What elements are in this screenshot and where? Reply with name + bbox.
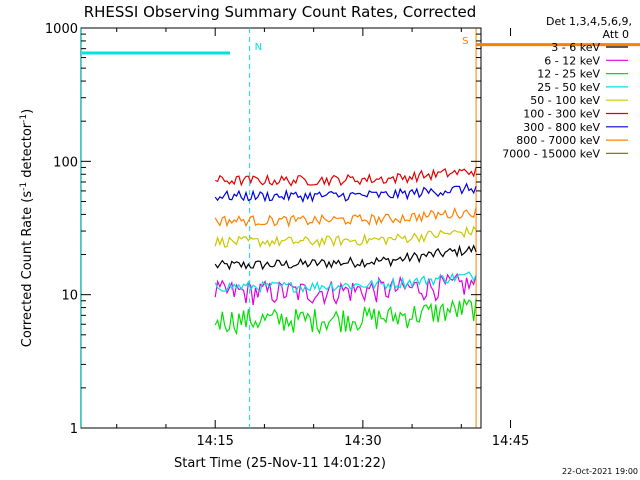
- x-tick-label: 14:30: [344, 434, 381, 449]
- series-line-2-segment-1: [214, 297, 477, 336]
- chart-title: RHESSI Observing Summary Count Rates, Co…: [84, 3, 477, 21]
- y-tick-label: 1: [70, 422, 78, 437]
- series-line-4-segment-1: [214, 225, 477, 249]
- x-axis-label: Start Time (25-Nov-11 14:01:22): [174, 456, 386, 471]
- legend-label-7: 800 - 7000 keV: [516, 134, 600, 147]
- legend-label-2: 12 - 25 keV: [537, 68, 600, 81]
- y-tick-label: 1000: [45, 22, 78, 37]
- y-tick-label: 100: [53, 155, 78, 170]
- legend-label-4: 50 - 100 keV: [530, 94, 600, 107]
- legend-label-0: 3 - 6 keV: [551, 41, 600, 54]
- legend-label-3: 25 - 50 keV: [537, 81, 600, 94]
- series-group: [214, 166, 477, 336]
- footer-timestamp: 22-Oct-2021 19:00: [562, 467, 638, 476]
- legend-label-6: 300 - 800 keV: [523, 121, 600, 134]
- plot-frame: [80, 27, 482, 429]
- legend-label-5: 100 - 300 keV: [523, 108, 600, 121]
- series-line-5-segment-1: [214, 166, 477, 187]
- x-tick-label: 14:15: [196, 434, 233, 449]
- status-flags: NS: [80, 28, 640, 428]
- series-line-1-segment-1: [214, 272, 477, 306]
- legend-label-1: 6 - 12 keV: [544, 54, 600, 67]
- plot-border: [80, 27, 482, 429]
- legend-header-line2: Att 0: [603, 28, 629, 41]
- series-line-6-segment-1: [214, 182, 477, 204]
- x-tick-label: 14:45: [492, 434, 529, 449]
- n-flag-label: N: [255, 42, 262, 53]
- y-axis: 1000 100 10 1: [45, 22, 481, 437]
- legend-label-8: 7000 - 15000 keV: [502, 147, 600, 160]
- s-flag-label: S: [462, 36, 468, 47]
- legend-header-line1: Det 1,3,4,5,6,9,: [546, 15, 632, 28]
- y-axis-label: Corrected Count Rate (s-1 detector-1): [19, 109, 35, 347]
- series-line-7-segment-1: [214, 206, 477, 228]
- series-line-3-segment-1: [214, 271, 477, 294]
- series-line-0-segment-1: [214, 244, 477, 271]
- y-tick-label: 10: [61, 289, 78, 304]
